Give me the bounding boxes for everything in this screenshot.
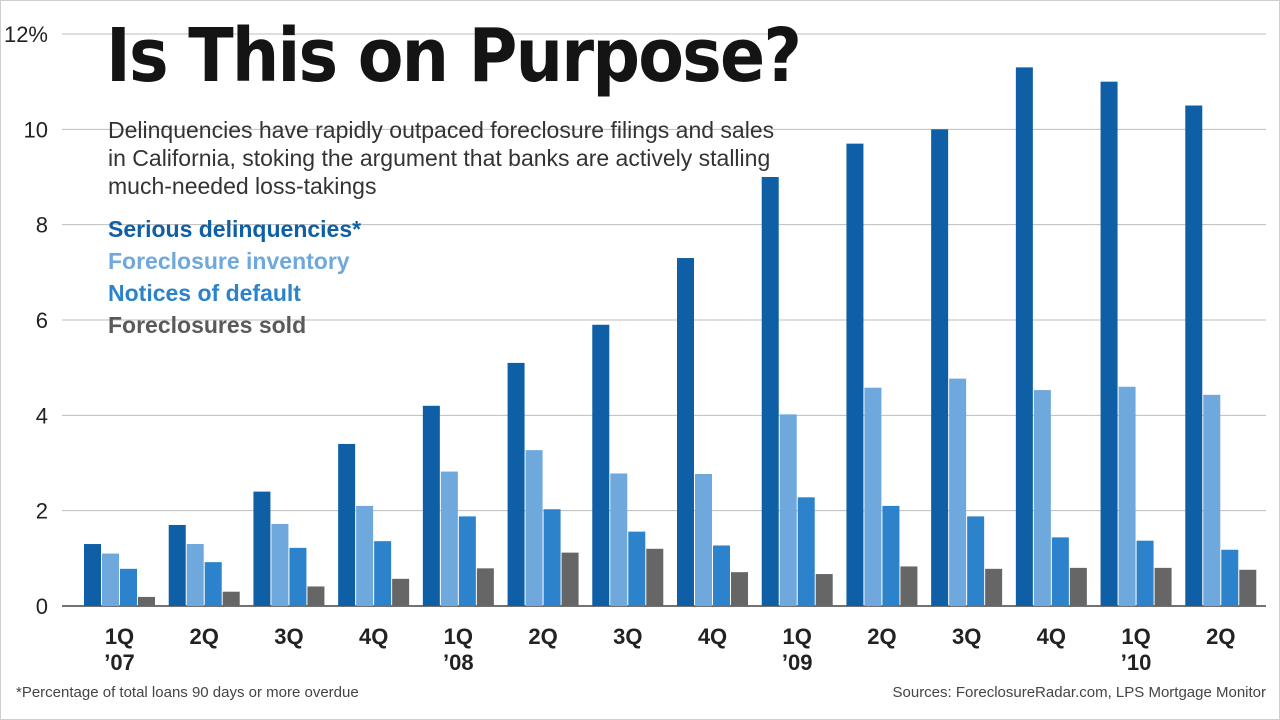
bar-1-0 [102, 553, 119, 606]
y-tick-label: 10 [24, 117, 48, 142]
y-tick-label-top: 12% [4, 22, 48, 47]
y-tick-label: 6 [36, 308, 48, 333]
bar-2-3 [374, 541, 392, 606]
x-tick-label-quarter: 2Q [1206, 624, 1235, 649]
bar-2-8 [797, 497, 815, 606]
bar-2-10 [967, 516, 985, 606]
bar-2-13 [1221, 549, 1239, 606]
bar-3-4 [476, 568, 494, 606]
bar-3-13 [1239, 569, 1257, 606]
x-tick-label-quarter: 1Q [1121, 624, 1150, 649]
legend: Serious delinquencies* Foreclosure inven… [108, 213, 361, 341]
x-tick-label-quarter: 4Q [1037, 624, 1066, 649]
bar-0-4 [422, 405, 440, 606]
y-tick-label: 4 [36, 403, 48, 428]
bar-3-7 [731, 572, 748, 606]
y-tick-label: 2 [36, 499, 48, 524]
y-axis-tick-labels: 0 2 4 6 8 10 12% [4, 22, 48, 619]
bar-3-3 [392, 578, 410, 606]
bar-1-6 [610, 473, 628, 606]
bar-0-10 [931, 129, 949, 607]
bar-1-9 [864, 387, 882, 606]
bar-3-0 [138, 596, 155, 606]
bar-0-7 [677, 258, 694, 606]
bar-3-10 [985, 568, 1003, 606]
bar-3-1 [222, 591, 240, 606]
bar-0-11 [1015, 67, 1033, 606]
bar-0-13 [1185, 105, 1203, 606]
bar-2-6 [628, 531, 646, 606]
x-tick-label-quarter: 1Q [783, 624, 812, 649]
legend-item-foreclosure-inventory: Foreclosure inventory [108, 248, 350, 274]
bar-0-6 [592, 324, 610, 606]
chart-subtitle: Delinquencies have rapidly outpaced fore… [108, 117, 775, 199]
bar-0-3 [338, 443, 356, 606]
bar-1-8 [779, 414, 797, 606]
x-tick-label-quarter: 2Q [867, 624, 896, 649]
bar-2-5 [543, 509, 561, 606]
x-tick-label-quarter: 2Q [528, 624, 557, 649]
bar-2-4 [458, 516, 476, 606]
x-tick-label-quarter: 3Q [274, 624, 303, 649]
x-tick-label-year: ’09 [782, 650, 813, 675]
bar-0-8 [761, 177, 779, 606]
bar-3-11 [1069, 567, 1087, 606]
footnote: *Percentage of total loans 90 days or mo… [16, 684, 359, 701]
bar-1-13 [1203, 394, 1221, 606]
bar-3-8 [815, 574, 833, 606]
bar-0-2 [253, 491, 271, 606]
bar-0-1 [168, 524, 186, 606]
bar-1-4 [440, 471, 458, 606]
legend-item-foreclosures-sold: Foreclosures sold [108, 312, 307, 338]
x-tick-label-quarter: 2Q [190, 624, 219, 649]
bars [84, 67, 1257, 607]
bar-0-0 [84, 544, 101, 606]
x-tick-label-year: ’07 [104, 650, 135, 675]
bar-1-11 [1033, 390, 1051, 606]
bar-2-2 [289, 547, 307, 606]
bar-1-10 [949, 378, 967, 606]
bar-2-9 [882, 505, 900, 606]
bar-3-12 [1154, 567, 1172, 606]
bar-0-5 [507, 362, 525, 606]
bar-1-2 [271, 524, 289, 606]
chart-title: Is This on Purpose? [106, 13, 802, 99]
bar-0-9 [846, 143, 864, 606]
x-tick-label-quarter: 3Q [952, 624, 981, 649]
bar-1-3 [356, 505, 374, 606]
source-credit: Sources: ForeclosureRadar.com, LPS Mortg… [892, 684, 1267, 701]
legend-item-serious-delinquencies: Serious delinquencies* [108, 216, 362, 242]
bar-2-0 [120, 568, 137, 606]
bar-2-11 [1051, 537, 1069, 606]
legend-item-notices-of-default: Notices of default [108, 280, 301, 306]
bar-2-12 [1136, 540, 1154, 606]
x-tick-label-year: ’08 [443, 650, 474, 675]
bar-1-12 [1118, 386, 1136, 606]
bar-2-7 [713, 545, 730, 606]
x-tick-label-quarter: 1Q [444, 624, 473, 649]
bar-3-6 [646, 548, 664, 606]
x-tick-label-quarter: 3Q [613, 624, 642, 649]
bar-1-7 [695, 473, 712, 606]
y-tick-label: 8 [36, 213, 48, 238]
bar-1-5 [525, 450, 543, 606]
gridlines [62, 33, 1266, 607]
bar-0-12 [1100, 81, 1118, 606]
bar-3-9 [900, 566, 918, 606]
x-tick-label-quarter: 4Q [359, 624, 388, 649]
bar-1-1 [186, 544, 204, 606]
x-tick-label-quarter: 4Q [698, 624, 727, 649]
bar-3-5 [561, 552, 579, 606]
x-tick-label-year: ’10 [1121, 650, 1152, 675]
y-tick-label: 0 [36, 594, 48, 619]
bar-2-1 [204, 562, 222, 606]
bar-3-2 [307, 586, 325, 606]
x-tick-label-quarter: 1Q [105, 624, 134, 649]
